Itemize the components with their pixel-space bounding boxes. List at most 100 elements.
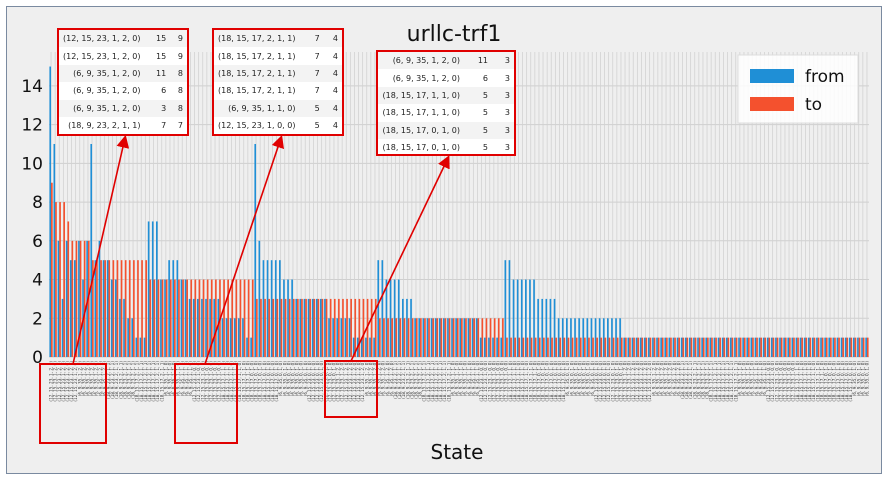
bar-from — [426, 318, 429, 357]
bar-from — [422, 318, 425, 357]
bar-to — [813, 337, 816, 357]
bar-to — [280, 298, 283, 357]
bar-to — [108, 260, 111, 357]
y-tick-label: 0 — [32, 348, 43, 368]
x-tick-label: (6, 9, 35, 1, 1, 0) — [754, 361, 759, 397]
bar-to — [149, 279, 152, 357]
zoom-count: 9 — [177, 51, 183, 61]
bar-from — [594, 318, 597, 357]
zoom-row: (6, 9, 35, 1, 2, 0) 6 8 — [59, 82, 187, 99]
x-tick-label: (12, 15, 23, 0, 1, 0) — [606, 361, 611, 402]
bar-from — [582, 318, 585, 357]
bar-to — [133, 260, 135, 357]
bar-to — [620, 337, 623, 357]
x-tick-label: (6, 9, 35, 1, 2, 0) — [381, 361, 386, 397]
bar-from — [254, 143, 257, 357]
x-tick-label: (18, 15, 17, 0, 1, 0) — [844, 361, 849, 402]
x-tick-label: (12, 15, 23, 1, 0, 0) — [192, 361, 197, 402]
x-tick-label: (18, 15, 17, 2, 1, 1) — [422, 361, 427, 402]
x-tick-label: (6, 9, 35, 1, 2, 0) — [651, 361, 656, 397]
bar-from — [119, 298, 121, 357]
zoom-table-1: (12, 15, 23, 1, 2, 0) 15 9 (12, 15, 23, 1, … — [57, 28, 189, 136]
bar-to — [264, 298, 266, 357]
x-tick-label: (18, 9, 23, 2, 1, 1) — [122, 361, 127, 399]
bar-from — [451, 318, 453, 357]
bar-to — [383, 318, 385, 357]
x-tick-label: (18, 15, 17, 2, 1, 1) — [151, 361, 156, 402]
bar-to — [268, 298, 270, 357]
bar-to — [157, 279, 160, 357]
x-tick-label: (18, 9, 23, 2, 1, 1) — [418, 361, 423, 399]
bar-to — [399, 318, 402, 357]
x-tick-label: (6, 9, 35, 1, 2, 0) — [364, 361, 369, 397]
bar-from — [488, 337, 490, 357]
zoom-count: 3 — [492, 86, 514, 105]
zoom-state: (12, 15, 23, 1, 0, 0) — [218, 121, 296, 131]
bar-from — [734, 337, 736, 357]
bar-to — [223, 279, 225, 357]
x-tick-label: (18, 15, 17, 0, 1, 0) — [262, 361, 267, 402]
zoom-count: 5 — [470, 86, 492, 105]
bar-from — [652, 337, 654, 357]
x-tick-label: (12, 15, 23, 1, 2, 0) — [344, 361, 349, 402]
bar-from — [74, 260, 76, 357]
x-tick-label: (12, 15, 23, 1, 0, 0) — [208, 361, 213, 402]
bar-to — [575, 337, 578, 357]
bar-from — [836, 337, 839, 357]
x-tick-label: (18, 15, 17, 1, 1, 0) — [819, 361, 824, 402]
bars — [49, 66, 869, 358]
x-tick-label: (6, 9, 35, 0, 1, 0) — [565, 361, 570, 397]
x-tick-label: (12, 15, 23, 1, 2, 0) — [49, 361, 54, 402]
x-tick-label: (18, 15, 17, 2, 1, 1) — [159, 361, 164, 402]
x-tick-label: (18, 15, 17, 2, 1, 1) — [139, 361, 144, 402]
bar-from — [504, 260, 507, 357]
zoom-count: 4 — [332, 121, 338, 131]
bar-from — [221, 318, 224, 357]
x-tick-label: (12, 15, 23, 1, 0, 0) — [770, 361, 775, 402]
bar-to — [600, 337, 603, 357]
bar-from — [750, 337, 753, 357]
zoom-table-2: (18, 15, 17, 2, 1, 1) 7 4 (18, 15, 17, 2, 1… — [212, 28, 344, 136]
x-tick-label: (6, 9, 35, 1, 1, 0) — [163, 361, 168, 397]
x-tick-label: (12, 15, 23, 1, 2, 0) — [627, 361, 632, 402]
bar-from — [459, 318, 462, 357]
zoom-count: 6 — [482, 73, 488, 83]
bar-from — [578, 318, 580, 357]
x-tick-label: (18, 15, 17, 1, 1, 0) — [237, 361, 242, 402]
bar-from — [246, 337, 248, 357]
bar-from — [49, 66, 52, 358]
x-tick-label: (12, 15, 23, 1, 2, 0) — [340, 361, 345, 402]
zoom-row: (18, 15, 17, 0, 1, 0) 5 3 — [378, 121, 514, 139]
bar-to — [789, 337, 791, 357]
bar-to — [190, 279, 193, 357]
bar-from — [197, 298, 199, 357]
bar-from — [512, 279, 515, 357]
bar-from — [746, 337, 749, 357]
x-tick-label: (18, 15, 17, 2, 1, 1) — [446, 361, 451, 402]
bar-from — [406, 298, 408, 357]
bar-from — [151, 221, 154, 357]
x-tick-label: (6, 9, 35, 1, 1, 0) — [467, 361, 472, 397]
bar-from — [90, 143, 93, 357]
zoom-count: 8 — [177, 86, 183, 96]
bar-from — [799, 337, 802, 357]
x-tick-label: (12, 15, 23, 1, 0, 0) — [778, 361, 783, 402]
bar-from — [529, 279, 531, 357]
x-tick-label: (18, 9, 23, 2, 1, 1) — [700, 361, 705, 399]
x-tick-label: (6, 9, 35, 1, 2, 0) — [664, 361, 669, 397]
bar-from — [106, 260, 109, 357]
x-tick-label: (6, 9, 35, 0, 1, 0) — [282, 361, 287, 397]
bar-from — [840, 337, 843, 357]
x-tick-label: (12, 15, 23, 0, 1, 0) — [610, 361, 615, 402]
x-tick-label: (18, 15, 17, 0, 1, 0) — [828, 361, 833, 402]
bar-to — [153, 279, 156, 357]
bar-from — [176, 260, 179, 357]
bar-to — [260, 298, 262, 357]
bar-from — [344, 318, 347, 357]
bar-from — [602, 318, 605, 357]
x-tick-label: (6, 9, 35, 1, 2, 0) — [668, 361, 673, 397]
bar-to — [301, 298, 303, 357]
bar-from — [615, 318, 617, 357]
bar-from — [803, 337, 806, 357]
zoom-state: (18, 15, 17, 2, 1, 1) — [214, 64, 306, 83]
